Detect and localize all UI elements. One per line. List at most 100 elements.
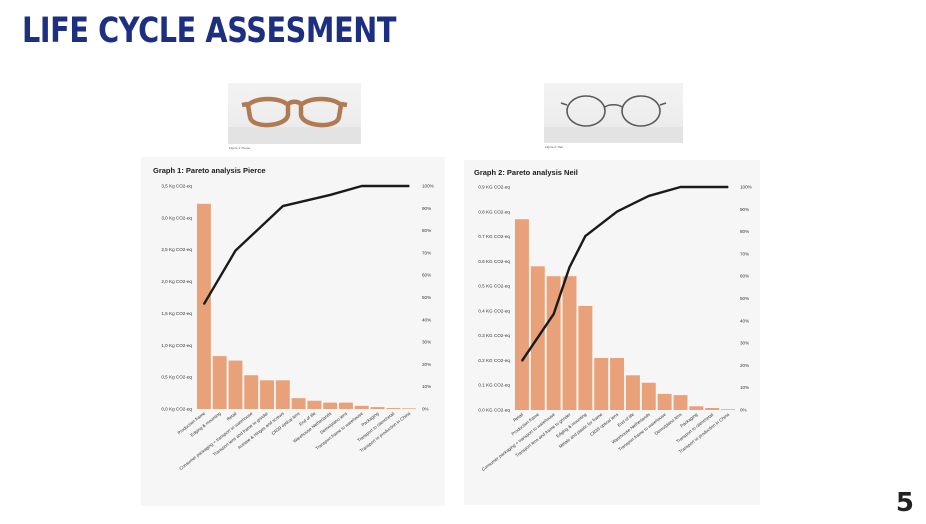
bar-4 — [244, 375, 259, 409]
cumulative-point-2 — [553, 313, 555, 315]
cumulative-point-3 — [568, 266, 571, 268]
y-tick-label: 0.9 KG CO2-eq — [478, 185, 510, 190]
y2-tick-label: 10% — [422, 384, 431, 389]
bar-11 — [673, 395, 688, 410]
bar-13 — [705, 408, 720, 410]
bar-14 — [402, 408, 417, 409]
cumulative-point-6 — [376, 185, 379, 187]
y-tick-label: 0,5 Kg CO2-eq — [161, 375, 192, 380]
pareto-chart-pierce-svg: Graph 1: Pareto analysis Pierce 0,0 Kg CO… — [153, 166, 434, 471]
y2-tick-label: 100% — [422, 184, 434, 189]
y2-tick-label: 70% — [740, 251, 749, 256]
cumulative-point-4 — [329, 194, 331, 196]
cumulative-point-4 — [584, 235, 586, 237]
bar-10 — [657, 393, 672, 410]
y2-tick-label: 60% — [422, 273, 431, 278]
y2-tick-label: 30% — [740, 341, 749, 346]
bar-5 — [578, 305, 593, 410]
y-tick-label: 0.5 KG CO2-eq — [478, 284, 510, 289]
y2-tick-label: 80% — [740, 229, 749, 234]
bar-13 — [386, 408, 401, 409]
chart-title: Graph 2: Pareto analysis Neil — [474, 168, 578, 177]
y-tick-label: 3,5 Kg CO2-eq — [161, 184, 192, 189]
y-tick-label: 0.8 KG CO2-eq — [478, 209, 510, 214]
bar-1 — [196, 203, 211, 409]
y2-tick-label: 40% — [740, 318, 749, 323]
cumulative-point-5 — [616, 210, 618, 213]
bar-7 — [610, 357, 625, 410]
bar-7 — [291, 398, 306, 409]
y-tick-label: 2,0 Kg CO2-eq — [161, 279, 192, 284]
pareto-chart-pierce: Graph 1: Pareto analysis Pierce 0,0 Kg CO… — [141, 157, 445, 506]
y2-tick-label: 100% — [740, 185, 752, 190]
y2-tick-label: 90% — [422, 206, 431, 211]
y2-tick-label: 80% — [422, 228, 431, 233]
y2-tick-label: 90% — [740, 207, 749, 212]
bar-6 — [275, 380, 290, 409]
pareto-chart-neil-svg: Graph 2: Pareto analysis Neil 0.0 KG CO2-… — [474, 168, 752, 473]
y2-tick-label: 50% — [422, 295, 431, 300]
cumulative-point-2 — [234, 250, 237, 252]
bar-14 — [721, 409, 736, 410]
y-tick-label: 0.4 KG CO2-eq — [478, 308, 510, 313]
x-tick-label: Retail — [512, 412, 524, 423]
bar-8 — [625, 375, 640, 410]
y-tick-label: 1,0 Kg CO2-eq — [161, 343, 192, 348]
x-tick-label: Retail — [226, 411, 238, 422]
bar-4 — [562, 276, 577, 410]
glasses-photo-neil — [544, 83, 683, 143]
bar-10 — [339, 402, 353, 409]
y-tick-label: 0.2 KG CO2-eq — [478, 358, 510, 363]
cumulative-line — [202, 184, 410, 305]
y2-tick-label: 40% — [422, 317, 431, 322]
bar-3 — [546, 276, 561, 410]
x-tick-label: Consumer packaging + transport to wareho… — [481, 412, 557, 473]
bar-9 — [323, 402, 338, 409]
chart-title: Graph 1: Pareto analysis Pierce — [153, 166, 266, 175]
bar-1 — [514, 219, 529, 410]
y2-tick-label: 20% — [422, 362, 431, 367]
y2-tick-label: 30% — [422, 340, 431, 345]
y-tick-label: 1,5 Kg CO2-eq — [161, 311, 192, 316]
bar-5 — [260, 380, 274, 409]
y-tick-label: 0.7 KG CO2-eq — [478, 234, 510, 239]
bar-2 — [212, 356, 227, 409]
figure-caption-neil: Figure 2: Neil — [545, 145, 563, 149]
y2-tick-label: 70% — [422, 250, 431, 255]
cumulative-point-7 — [679, 186, 682, 188]
cumulative-point-8 — [695, 186, 697, 188]
cumulative-point-6 — [648, 195, 650, 197]
y-tick-label: 0.6 KG CO2-eq — [478, 259, 510, 264]
pareto-chart-neil: Graph 2: Pareto analysis Neil 0.0 KG CO2-… — [464, 160, 760, 505]
y2-tick-label: 60% — [740, 274, 749, 279]
cumulative-point-7 — [408, 185, 410, 187]
cumulative-point-3 — [282, 205, 284, 207]
bar-12 — [370, 407, 385, 409]
cumulative-point-1 — [203, 303, 205, 305]
figure-caption-pierce: Figure 1: Pierce — [229, 146, 251, 150]
cumulative-point-9 — [727, 186, 729, 188]
y2-tick-label: 10% — [740, 385, 749, 390]
page-number: 5 — [895, 488, 914, 518]
y-tick-label: 0.0 KG CO2-eq — [478, 408, 510, 413]
y-tick-label: 3,0 Kg CO2-eq — [161, 215, 192, 220]
bar-11 — [354, 405, 369, 409]
y2-tick-label: 0% — [422, 407, 429, 412]
slide-title: LIFE CYCLE ASSESMENT — [22, 11, 397, 51]
x-tick-label: CR39 optical lens — [589, 411, 620, 437]
y-tick-label: 0,0 Kg CO2-eq — [161, 407, 192, 412]
y2-tick-label: 0% — [740, 408, 747, 413]
bar-9 — [641, 382, 656, 410]
bar-6 — [594, 357, 609, 410]
y2-tick-label: 50% — [740, 296, 749, 301]
y-tick-label: 2,5 Kg CO2-eq — [161, 247, 192, 252]
y2-tick-label: 20% — [740, 363, 749, 368]
y-tick-label: 0.3 KG CO2-eq — [478, 333, 510, 338]
bar-3 — [228, 360, 243, 409]
cumulative-point-1 — [521, 360, 523, 362]
x-tick-label: CR39 optical lens — [271, 410, 302, 436]
glasses-photo-pierce — [228, 83, 361, 144]
y-tick-label: 0.1 KG CO2-eq — [478, 383, 510, 388]
bar-12 — [689, 406, 704, 410]
cumulative-point-5 — [361, 185, 363, 187]
